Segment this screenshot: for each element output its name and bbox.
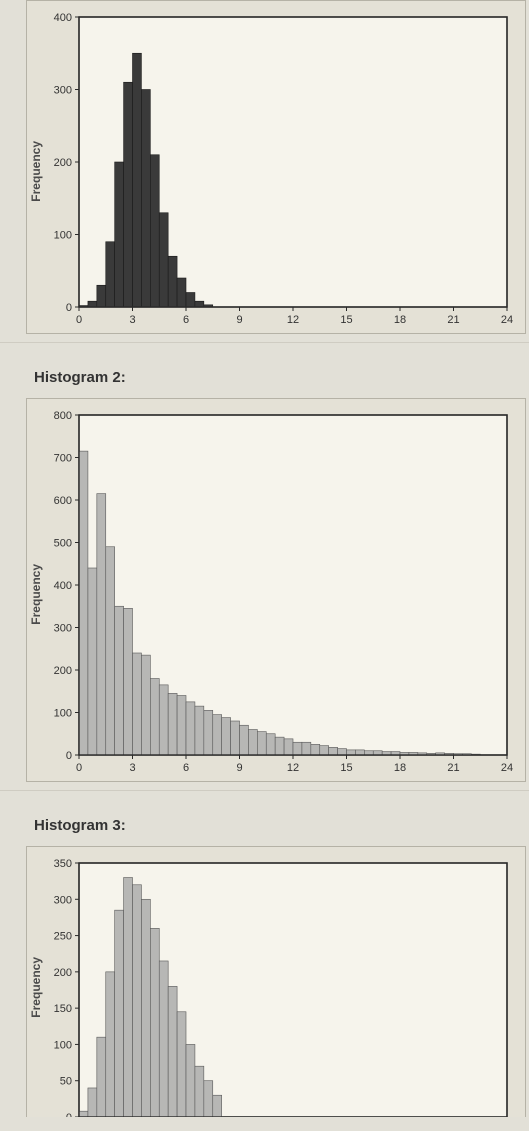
chart-panel-3: Frequency 0 50 100 150 200 250 300 350: [26, 846, 526, 1117]
svg-text:600: 600: [54, 495, 72, 507]
svg-text:12: 12: [287, 314, 299, 326]
svg-text:50: 50: [60, 1076, 72, 1088]
svg-text:0: 0: [76, 314, 82, 326]
svg-text:800: 800: [54, 410, 72, 422]
svg-text:6: 6: [183, 762, 189, 774]
svg-text:400: 400: [54, 580, 72, 592]
svg-text:500: 500: [54, 538, 72, 550]
svg-text:15: 15: [340, 314, 352, 326]
svg-text:0: 0: [66, 302, 72, 314]
svg-text:21: 21: [447, 762, 459, 774]
section-histogram-1: Frequency 0 100 200 300 400 0 3 6 9 12 15 18 21 24: [0, 0, 529, 342]
histogram-2-title: Histogram 2:: [34, 369, 529, 386]
svg-text:15: 15: [340, 762, 352, 774]
svg-text:9: 9: [236, 314, 242, 326]
svg-text:150: 150: [54, 1003, 72, 1015]
svg-text:200: 200: [54, 665, 72, 677]
svg-text:0: 0: [76, 762, 82, 774]
chart-panel-2: Frequency 0 100 200 300 400 500 600 700 800 0 3 6 9 1…: [26, 398, 526, 782]
chart-panel-1: Frequency 0 100 200 300 400 0 3 6 9 12 15 18 21 24: [26, 0, 526, 334]
svg-text:100: 100: [54, 230, 72, 242]
svg-text:24: 24: [501, 762, 513, 774]
histogram-2: 0 100 200 300 400 500 600 700 800 0 3 6 9 12 15 18 21 24: [43, 409, 513, 779]
svg-text:200: 200: [54, 967, 72, 979]
section-histogram-3: Histogram 3: Frequency 0 50 100 150 200 250 30…: [0, 790, 529, 1125]
svg-text:300: 300: [54, 894, 72, 906]
page: { "background_color":"#e2e0d7", "panel_b…: [0, 0, 529, 1131]
svg-text:9: 9: [236, 762, 242, 774]
svg-text:100: 100: [54, 708, 72, 720]
histogram-1: 0 100 200 300 400 0 3 6 9 12 15 18 21 24: [43, 11, 513, 331]
y-axis-label: Frequency: [27, 957, 43, 1018]
svg-text:300: 300: [54, 623, 72, 635]
svg-text:18: 18: [394, 762, 406, 774]
svg-text:0: 0: [66, 1112, 72, 1117]
svg-text:18: 18: [394, 314, 406, 326]
svg-text:200: 200: [54, 157, 72, 169]
svg-text:400: 400: [54, 12, 72, 24]
svg-text:300: 300: [54, 85, 72, 97]
y-axis-label: Frequency: [27, 564, 43, 625]
svg-text:350: 350: [54, 858, 72, 870]
svg-text:12: 12: [287, 762, 299, 774]
svg-text:0: 0: [66, 750, 72, 762]
svg-text:6: 6: [183, 314, 189, 326]
svg-text:3: 3: [129, 762, 135, 774]
svg-text:24: 24: [501, 314, 513, 326]
svg-text:21: 21: [447, 314, 459, 326]
svg-text:100: 100: [54, 1039, 72, 1051]
histogram-3-title: Histogram 3:: [34, 817, 529, 834]
svg-text:700: 700: [54, 453, 72, 465]
svg-text:3: 3: [129, 314, 135, 326]
svg-text:250: 250: [54, 931, 72, 943]
section-histogram-2: Histogram 2: Frequency 0 100 200 300 400 500 6…: [0, 342, 529, 790]
histogram-3: 0 50 100 150 200 250 300 350: [43, 857, 513, 1117]
y-axis-label: Frequency: [27, 141, 43, 202]
